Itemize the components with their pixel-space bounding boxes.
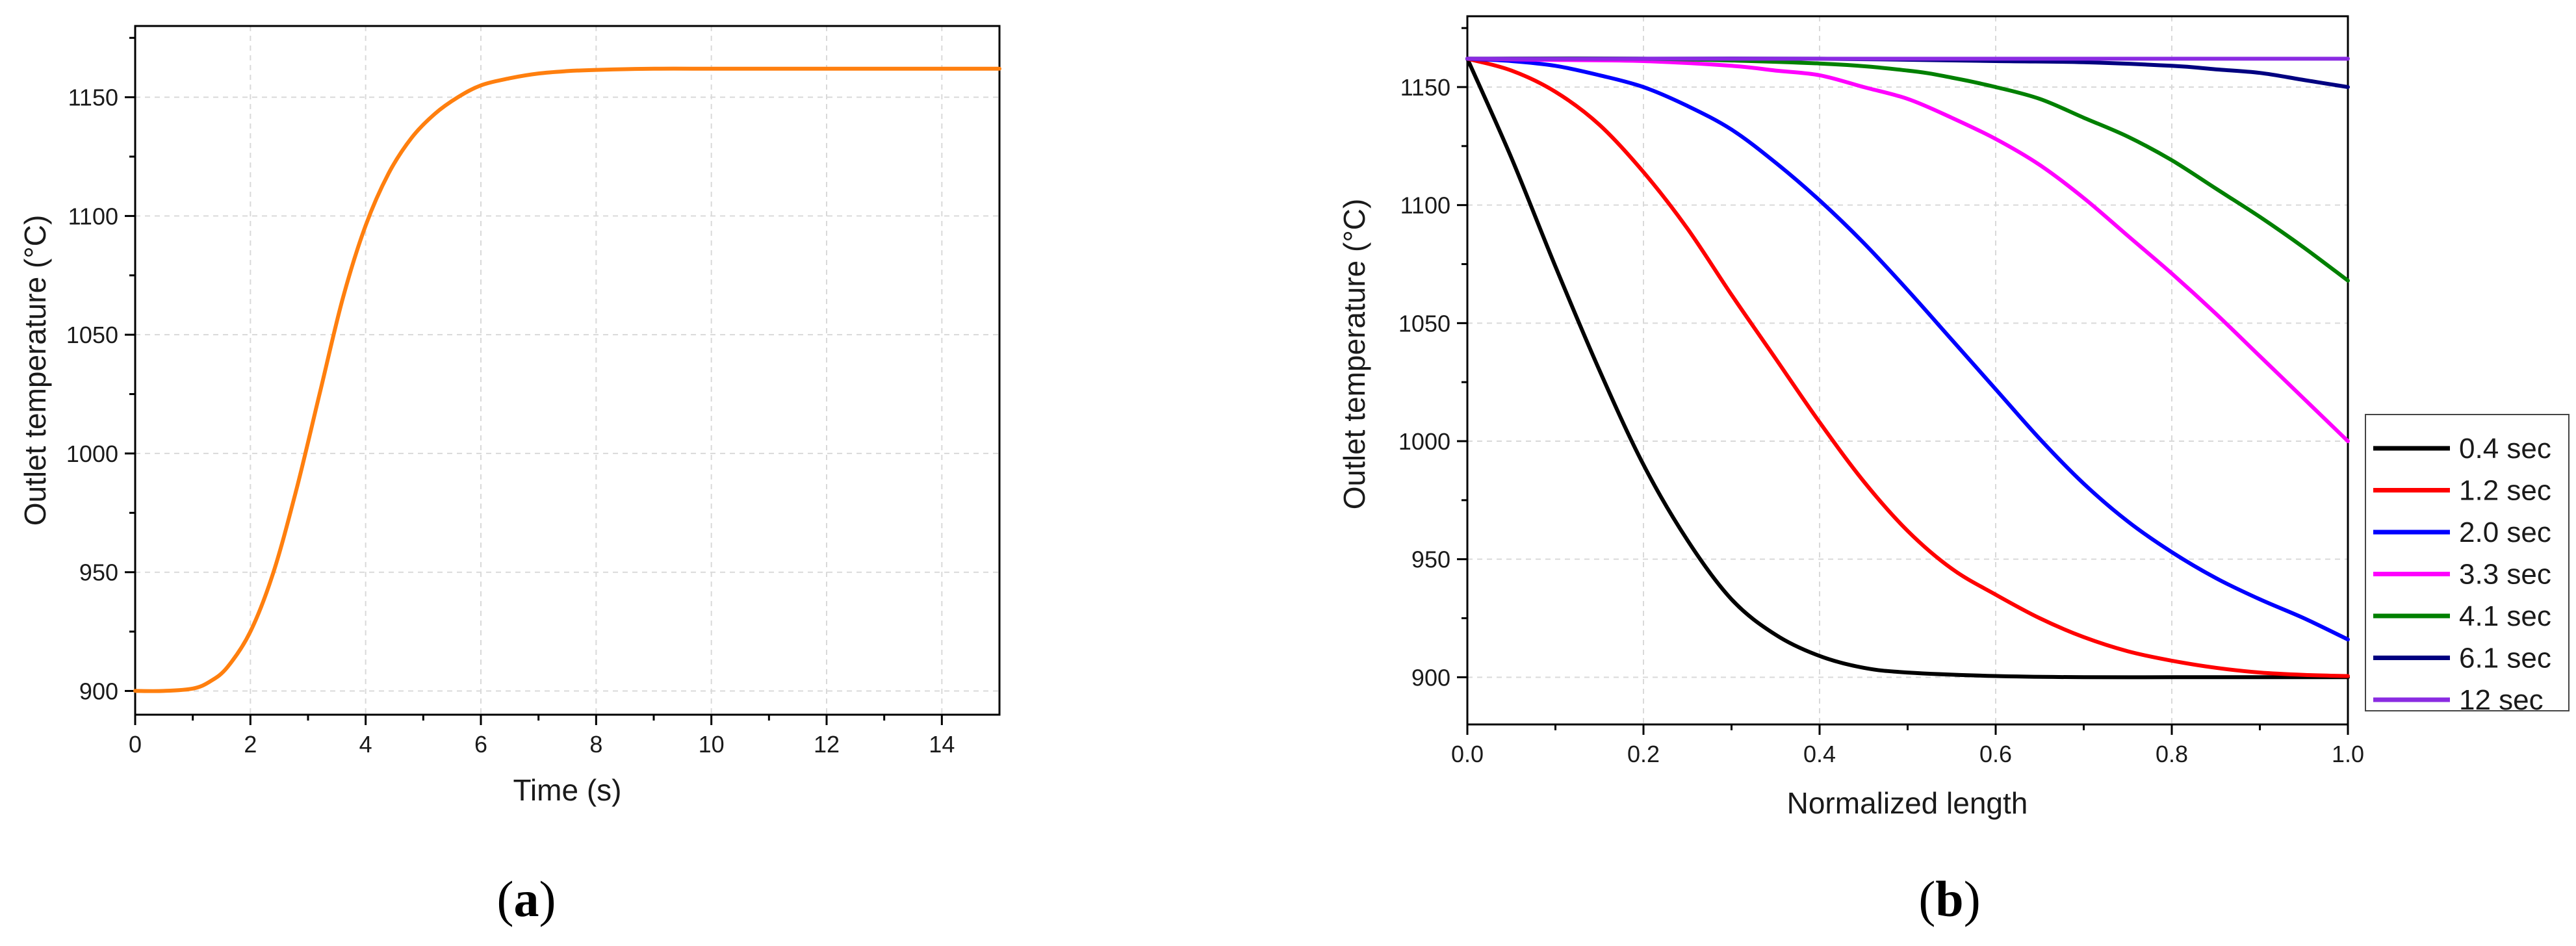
chart-b-ytick-label: 1150 [1400,74,1450,101]
chart-b-xtick-label: 0.4 [1803,741,1836,767]
chart-panel-a: 0 2 4 6 8 10 12 14 900 950 1000 1050 1100 1150 Time (… [18,25,1001,927]
chart-a-xtick-label: 0 [129,731,142,758]
chart-b-ytick-label: 1100 [1400,192,1450,219]
chart-b-series-line-2 [1465,57,2350,678]
chart-b-panel-label: (b) [1918,871,1980,927]
chart-b-legend-label: 3.3 sec [2459,559,2551,591]
chart-b-ytick-label: 1000 [1398,428,1450,455]
chart-b-ytick-label: 900 [1411,664,1450,691]
chart-a-panel-letter: a [514,871,539,927]
chart-a-xtick-label: 2 [244,731,257,758]
chart-a-xtick-label: 10 [699,731,725,758]
chart-a-xtick-label: 8 [589,731,602,758]
chart-a-series [133,66,1001,693]
chart-b-legend-label: 6.1 sec [2459,643,2551,674]
chart-a-ytick-label: 1100 [68,203,118,229]
chart-b-legend-label: 2.0 sec [2459,517,2551,548]
chart-b-ytick-label: 950 [1411,546,1450,573]
chart-b-series-line-3 [1465,57,2350,642]
chart-b-legend: 0.4 sec 1.2 sec 2.0 sec 3.3 sec 4.1 sec 6.1 s… [2365,414,2570,716]
chart-panel-b: 0.0 0.2 0.4 0.6 0.8 1.0 900 950 1000 1050 1100 1150… [1337,15,2570,927]
chart-a-panel-label: (a) [497,871,556,927]
chart-a-gridlines [135,26,999,715]
chart-b-legend-label: 1.2 sec [2459,475,2551,507]
chart-b-xtick-label: 1.0 [2332,741,2364,767]
chart-b-legend-label: 0.4 sec [2459,433,2551,465]
chart-a-plot-frame [134,25,1001,716]
chart-b-series-line-1 [1465,57,2350,680]
chart-a-xtick-label: 14 [929,731,955,758]
chart-b-xtick-label: 0.8 [2156,741,2188,767]
chart-b-legend-label: 12 sec [2459,684,2544,716]
chart-b-xlabel: Normalized length [1787,786,2028,820]
chart-a-ytick-label: 950 [79,559,118,586]
chart-b-xtick-label: 0.2 [1627,741,1660,767]
chart-b-legend-box [2365,414,2570,711]
chart-b-series-line-6 [1465,57,2350,89]
chart-a-xtick-label: 4 [359,731,372,758]
chart-a-ytick-label: 900 [79,678,118,704]
chart-b-ytick-label: 1050 [1398,310,1450,337]
chart-a-xtick-label: 12 [814,731,840,758]
chart-b-panel-letter: b [1935,871,1963,927]
chart-a-ytick-label: 1150 [68,84,118,111]
chart-a-ytick-label: 1000 [66,441,118,467]
chart-b-xtick-label: 0.0 [1451,741,1484,767]
chart-b-series-line-5 [1465,56,2350,283]
chart-a-series-line-1 [133,66,1001,693]
chart-b-legend-label: 4.1 sec [2459,600,2551,632]
chart-b-ticks: 0.0 0.2 0.4 0.6 0.8 1.0 900 950 1000 1050 1100 1150 [1398,27,2364,767]
chart-b-xtick-label: 0.6 [1979,741,2012,767]
chart-a-ticks: 0 2 4 6 8 10 12 14 900 950 1000 1050 1100 1150 [66,36,955,758]
chart-a-ytick-label: 1050 [66,322,118,348]
chart-a-ylabel: Outlet temperature (°C) [18,215,52,526]
chart-b-series [1465,56,2350,680]
chart-b-ylabel: Outlet temperature (°C) [1337,199,1371,510]
chart-a-xlabel: Time (s) [513,773,622,807]
chart-b-gridlines [1467,16,2349,724]
chart-a-xtick-label: 6 [474,731,487,758]
chart-b-series-line-4 [1465,57,2350,443]
